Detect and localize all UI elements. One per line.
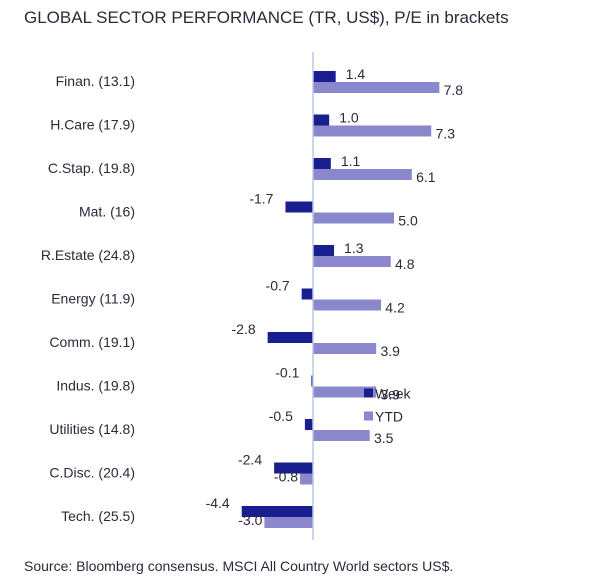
week-value-label: 1.0: [339, 110, 359, 126]
week-value-label: -0.5: [269, 408, 293, 424]
ytd-value-label: 5.0: [398, 213, 418, 229]
ytd-value-label: 3.5: [374, 430, 394, 446]
category-label: Energy (11.9): [51, 291, 135, 307]
week-bar: [311, 375, 313, 387]
week-value-label: 1.1: [341, 153, 361, 169]
week-bar: [267, 332, 313, 343]
category-label: C.Disc. (20.4): [49, 465, 135, 481]
category-label: R.Estate (24.8): [41, 247, 135, 263]
ytd-bar: [313, 212, 394, 224]
ytd-bar: [300, 473, 313, 485]
category-label: Indus. (19.8): [56, 378, 135, 394]
ytd-bar: [313, 169, 412, 180]
week-bar: [313, 245, 335, 256]
ytd-value-label: 4.8: [395, 256, 415, 272]
category-label: Utilities (14.8): [49, 421, 135, 437]
category-label: C.Stap. (19.8): [48, 160, 135, 176]
ytd-bar: [264, 517, 313, 528]
legend-week-swatch: [364, 388, 373, 398]
ytd-value-label: -0.8: [274, 469, 298, 485]
week-value-label: -2.4: [238, 452, 262, 468]
week-value-label: -0.1: [275, 365, 299, 381]
week-value-label: 1.4: [346, 66, 366, 82]
legend-ytd-label: YTD: [375, 409, 403, 425]
week-bar: [304, 419, 313, 430]
ytd-value-label: 3.9: [380, 343, 400, 359]
week-bar: [301, 288, 313, 300]
week-bar: [313, 71, 336, 82]
ytd-bar: [313, 82, 440, 93]
week-value-label: -1.7: [249, 191, 273, 207]
ytd-value-label: 6.1: [416, 169, 436, 185]
source-note: Source: Bloomberg consensus. MSCI All Co…: [24, 558, 454, 574]
ytd-value-label: 7.3: [436, 126, 456, 142]
category-label: Comm. (19.1): [49, 334, 135, 350]
week-value-label: -0.7: [266, 278, 290, 294]
week-value-label: -2.8: [232, 321, 256, 337]
week-bar: [313, 114, 330, 126]
ytd-bar: [313, 386, 377, 398]
ytd-bar: [313, 343, 377, 354]
week-bar: [241, 506, 313, 517]
chart-title: GLOBAL SECTOR PERFORMANCE (TR, US$), P/E…: [24, 8, 509, 27]
category-label: Mat. (16): [79, 204, 135, 220]
category-label: Tech. (25.5): [61, 508, 135, 524]
category-label: H.Care (17.9): [50, 117, 135, 133]
ytd-value-label: -3.0: [238, 512, 262, 528]
week-value-label: 1.3: [344, 240, 364, 256]
category-label: Finan. (13.1): [56, 73, 135, 89]
ytd-value-label: 7.8: [444, 82, 464, 98]
ytd-value-label: 4.2: [385, 300, 405, 316]
week-value-label: -4.4: [206, 495, 230, 511]
ytd-bar: [313, 430, 370, 441]
ytd-value-label: 3.9: [380, 387, 400, 403]
week-bar: [285, 201, 313, 213]
ytd-bar: [313, 299, 382, 311]
legend-ytd-swatch: [364, 411, 373, 421]
legend-week-label: Week: [375, 386, 412, 402]
ytd-bar: [313, 256, 391, 267]
ytd-bar: [313, 125, 432, 137]
week-bar: [274, 462, 313, 474]
week-bar: [313, 158, 331, 169]
